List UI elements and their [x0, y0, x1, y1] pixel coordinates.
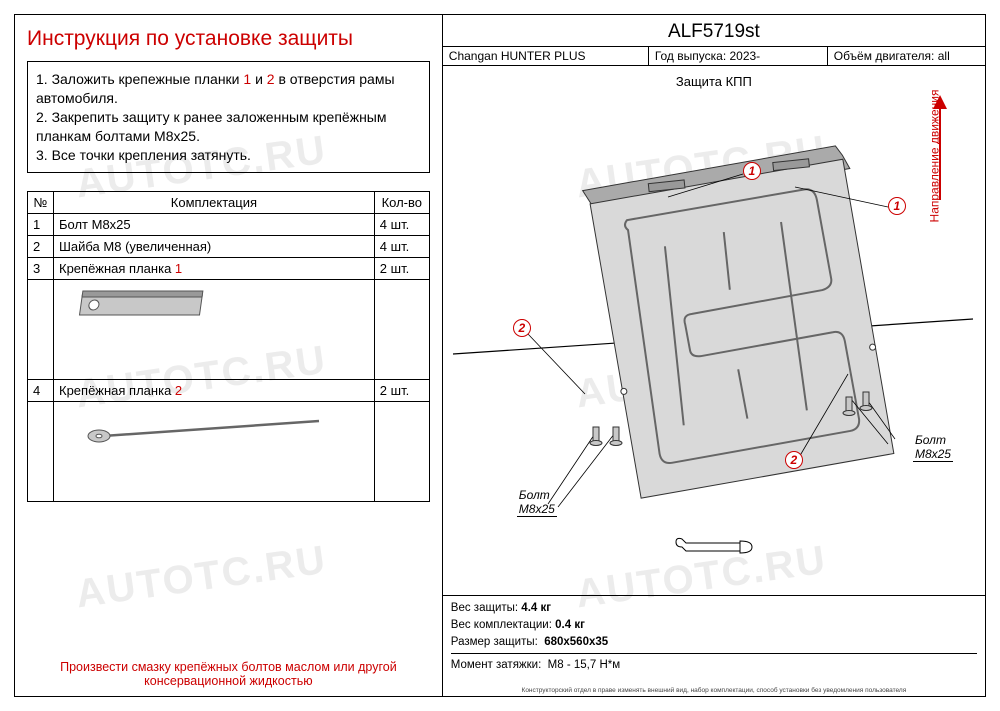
table-header-num: №: [28, 192, 54, 214]
protection-title: Защита КПП: [443, 66, 985, 89]
left-column: Инструкция по установке защиты 1. Заложи…: [15, 15, 442, 696]
wrench-icon: [674, 537, 754, 557]
parts-table: № Комплектация Кол-во 1 Болт М8х25 4 шт.…: [27, 191, 430, 502]
table-row: 1 Болт М8х25 4 шт.: [28, 214, 430, 236]
engine-label: Объём двигателя: all: [828, 47, 985, 65]
bottom-info: Вес защиты: 4.4 кг Вес комплектации: 0.4…: [443, 595, 985, 678]
right-column: ALF5719st Changan HUNTER PLUS Год выпуск…: [442, 15, 985, 696]
instruction-step: 3. Все точки крепления затянуть.: [36, 146, 421, 165]
footnote: Произвести смазку крепёжных болтов масло…: [27, 660, 430, 688]
bracket-1-image: [54, 280, 375, 380]
table-header-name: Комплектация: [54, 192, 375, 214]
disclaimer: Конструкторский отдел в праве изменять в…: [443, 687, 985, 694]
diagram-area: Направление движения: [443, 89, 985, 559]
instruction-step: 2. Закрепить защиту к ранее заложенным к…: [36, 108, 421, 146]
table-row: 2 Шайба М8 (увеличенная) 4 шт.: [28, 236, 430, 258]
page-title: Инструкция по установке защиты: [27, 27, 430, 51]
bolt-label: БолтM8x25: [913, 433, 953, 462]
instruction-step: 1. Заложить крепежные планки 1 и 2 в отв…: [36, 70, 421, 108]
table-row: 3 Крепёжная планка 1 2 шт.: [28, 258, 430, 280]
callout-1: 1: [888, 197, 906, 215]
table-row: [28, 280, 430, 380]
part-number: ALF5719st: [443, 15, 985, 47]
table-row: [28, 402, 430, 502]
bolt-label: БолтM8x25: [517, 488, 557, 517]
year-label: Год выпуска: 2023-: [649, 47, 828, 65]
vehicle-name: Changan HUNTER PLUS: [443, 47, 649, 65]
callout-1: 1: [743, 162, 761, 180]
callout-2: 2: [785, 451, 803, 469]
spec-row: Changan HUNTER PLUS Год выпуска: 2023- О…: [443, 47, 985, 66]
callout-2: 2: [513, 319, 531, 337]
instructions-box: 1. Заложить крепежные планки 1 и 2 в отв…: [27, 61, 430, 173]
bracket-2-image: [54, 402, 375, 502]
table-header-qty: Кол-во: [374, 192, 429, 214]
table-row: 4 Крепёжная планка 2 2 шт.: [28, 380, 430, 402]
